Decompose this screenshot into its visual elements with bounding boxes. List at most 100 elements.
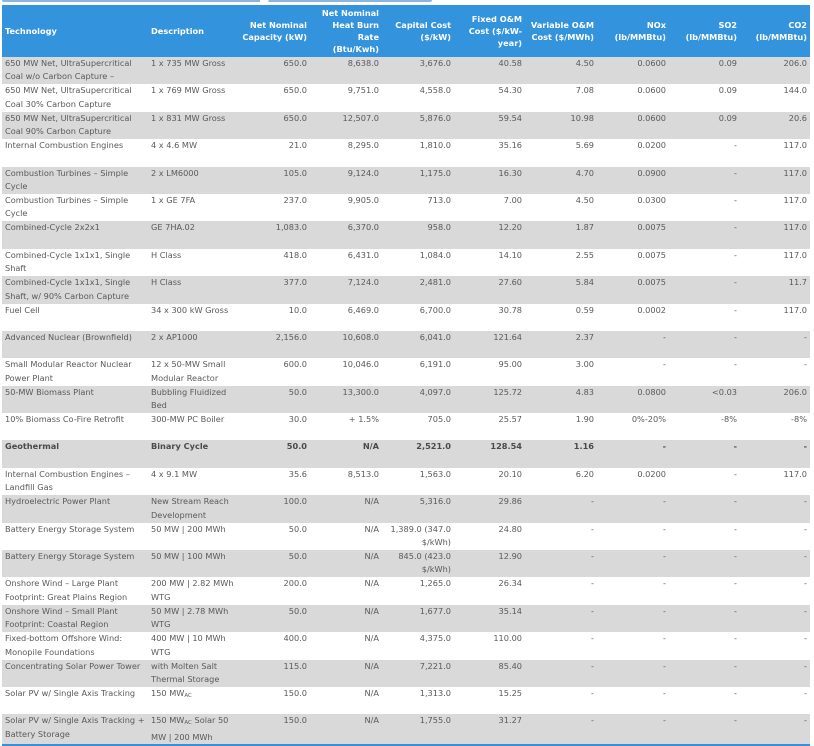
cell-heat-rate: 12,507.0 xyxy=(310,111,382,140)
cell-capital-cost: 958.0 xyxy=(382,221,454,249)
cell-so2: - xyxy=(669,221,740,249)
cell-heat-rate: N/A xyxy=(310,604,382,633)
cell-nox: 0.0600 xyxy=(597,57,669,85)
cell-capital-cost: 4,097.0 xyxy=(382,385,454,414)
cell-description: 50 MW | 200 MWh xyxy=(148,523,238,550)
cell-fixed-om: 85.40 xyxy=(454,659,525,687)
cell-co2: - xyxy=(804,633,807,644)
description-text: 200 MW | 2.82 MWh WTG xyxy=(151,578,234,602)
cell-capacity: 10.0 xyxy=(288,304,307,315)
cell-capital-cost: 6,041.0 xyxy=(382,330,454,359)
cell-capacity: 200.0 xyxy=(283,578,307,589)
cell-heat-rate: 9,751.0 xyxy=(347,85,379,96)
cell-description: with Molten Salt Thermal Storage xyxy=(148,659,238,687)
cell-nox: - xyxy=(597,659,669,687)
cell-so2: -8% xyxy=(721,414,737,425)
table-row: Advanced Nuclear (Brownfield) 2 x AP1000 2… xyxy=(2,330,810,359)
cell-so2: 0.09 xyxy=(718,85,737,96)
cell-nox: 0.0075 xyxy=(637,249,666,260)
cell-heat-rate: 6,370.0 xyxy=(310,221,382,249)
cell-capital-cost: 1,677.0 xyxy=(382,604,454,633)
cell-technology: Geothermal xyxy=(2,440,148,468)
cell-variable-om: - xyxy=(525,550,597,578)
table-row: Internal Combustion Engines – Landfill G… xyxy=(2,468,810,495)
cell-fixed-om: 15.25 xyxy=(498,687,522,698)
cell-capacity: 100.0 xyxy=(238,495,310,523)
table-row: 650 MW Net, UltraSupercritical Coal 30% … xyxy=(2,84,810,111)
cell-fixed-om: 59.54 xyxy=(454,111,525,140)
description-text: 2 x LM6000 xyxy=(151,167,199,178)
cell-variable-om: 7.08 xyxy=(575,85,594,96)
table-row: 650 MW Net, UltraSupercritical Coal 90% … xyxy=(2,111,810,140)
description-text: 1 x GE 7FA xyxy=(151,194,196,205)
cell-capital-cost: 6,191.0 xyxy=(419,359,451,370)
description-text: 4 x 9.1 MW xyxy=(151,468,198,479)
cell-variable-om: 0.59 xyxy=(575,304,594,315)
cell-nox: - xyxy=(597,714,669,746)
description-text: GE 7HA.02 xyxy=(151,222,195,233)
table-row: Combined-Cycle 1x1x1, Single Shaft H Clas… xyxy=(2,249,810,276)
cell-nox: - xyxy=(597,440,669,468)
cell-technology: Small Modular Reactor Nuclear Power Plan… xyxy=(5,359,132,383)
cell-capital-cost: 1,755.0 xyxy=(382,714,454,746)
cell-variable-om: 6.20 xyxy=(575,468,594,479)
cell-co2: - xyxy=(740,550,810,578)
cell-so2: - xyxy=(669,495,740,523)
cell-capacity: 50.0 xyxy=(238,440,310,468)
cell-fixed-om: 30.78 xyxy=(498,304,522,315)
cell-technology: Fixed-bottom Offshore Wind: Monopile Fou… xyxy=(5,633,123,657)
description-text: 34 x 300 kW Gross xyxy=(151,304,229,315)
cell-technology: Combined-Cycle 1x1x1, Single Shaft, w/ 9… xyxy=(2,276,148,304)
cell-technology: Solar PV w/ Single Axis Tracking xyxy=(5,687,136,698)
cell-variable-om: - xyxy=(591,687,594,698)
cell-technology: Hydroelectric Power Plant xyxy=(2,495,148,523)
cell-capacity: 50.0 xyxy=(288,523,307,534)
cell-variable-om: 5.84 xyxy=(525,276,597,304)
cell-technology: 10% Biomass Co-Fire Retrofit xyxy=(5,414,125,425)
cell-fixed-om: 27.60 xyxy=(454,276,525,304)
description-text: 400 MW | 10 MWh WTG xyxy=(151,633,226,657)
cell-co2: - xyxy=(740,495,810,523)
cell-description: 4 x 4.6 MW xyxy=(148,139,238,166)
cell-heat-rate: N/A xyxy=(310,714,382,746)
cell-capacity: 150.0 xyxy=(238,714,310,746)
cell-technology: Internal Combustion Engines – Landfill G… xyxy=(5,468,130,493)
cell-description: 2 x AP1000 xyxy=(148,330,238,359)
cell-description: GE 7HA.02 xyxy=(148,221,238,249)
cell-capacity: 30.0 xyxy=(288,414,307,425)
cell-fixed-om: 25.57 xyxy=(498,414,522,425)
cell-capital-cost: 4,558.0 xyxy=(419,85,451,96)
cell-so2: - xyxy=(734,633,737,644)
cell-so2: - xyxy=(734,468,737,479)
cell-so2: - xyxy=(669,330,740,359)
header-capacity: Net Nominal Capacity (kW) xyxy=(238,5,310,57)
cell-so2: - xyxy=(734,304,737,315)
cell-description: 12 x 50-MW Small Modular Reactor xyxy=(148,358,238,385)
cell-so2: - xyxy=(734,687,737,698)
cell-technology: Onshore Wind – Small Plant Footprint: Co… xyxy=(2,604,148,633)
header-capital-cost: Capital Cost ($/kW) xyxy=(382,5,454,57)
table-row: Combined-Cycle 2x2x1 GE 7HA.02 1,083.0 6,37… xyxy=(2,221,810,249)
cell-nox: 0%-20% xyxy=(631,414,666,425)
cell-so2: - xyxy=(734,523,737,534)
table-row: Internal Combustion Engines 4 x 4.6 MW 21.… xyxy=(2,139,810,166)
cell-heat-rate: 10,608.0 xyxy=(310,330,382,359)
header-technology: Technology xyxy=(2,5,148,57)
cell-variable-om: - xyxy=(525,714,597,746)
cell-technology: Fuel Cell xyxy=(5,304,40,315)
cell-co2: 20.6 xyxy=(740,111,810,140)
cell-heat-rate: N/A xyxy=(310,550,382,578)
cell-description: 4 x 9.1 MW xyxy=(148,468,238,495)
cell-fixed-om: 40.58 xyxy=(454,57,525,85)
cell-description: 150 MWAC Solar 50 MW | 200 MWh xyxy=(148,714,238,746)
table-row: Fuel Cell 34 x 300 kW Gross 10.0 6,469.0 6,7… xyxy=(2,304,810,331)
cell-heat-rate: 10,046.0 xyxy=(342,359,379,370)
cell-fixed-om: 29.86 xyxy=(454,495,525,523)
cell-co2: 206.0 xyxy=(740,385,810,414)
cell-fixed-om: 7.00 xyxy=(503,194,522,205)
cell-nox: 0.0300 xyxy=(637,194,666,205)
cell-fixed-om: 31.27 xyxy=(454,714,525,746)
cell-technology: 650 MW Net, UltraSupercritical Coal w/o … xyxy=(2,57,148,85)
cell-nox: 0.0600 xyxy=(597,111,669,140)
cell-capital-cost: 1,084.0 xyxy=(419,249,451,260)
